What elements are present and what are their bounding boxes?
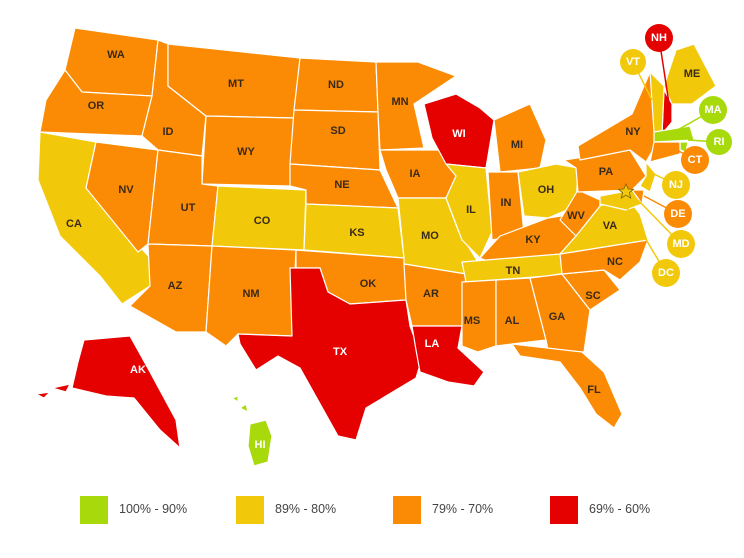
state-label-sd: SD <box>330 125 345 137</box>
state-label-wv: WV <box>567 210 585 222</box>
state-wi <box>423 93 495 169</box>
legend-swatch <box>393 496 421 524</box>
callout-label-ri: RI <box>714 136 725 148</box>
state-ct <box>649 141 681 163</box>
callout-label-nj: NJ <box>669 179 683 191</box>
state-label-fl: FL <box>587 384 601 396</box>
state-label-tx: TX <box>333 346 348 358</box>
legend-label: 69% - 60% <box>589 502 651 516</box>
state-label-in: IN <box>501 197 512 209</box>
state-label-ak: AK <box>130 364 146 376</box>
state-label-ny: NY <box>625 126 641 138</box>
legend: 100% - 90% 89% - 80% 79% - 70% 69% - 60% <box>0 492 744 528</box>
callout-label-dc: DC <box>658 267 674 279</box>
state-label-nv: NV <box>118 184 134 196</box>
legend-label: 100% - 90% <box>119 502 188 516</box>
state-label-id: ID <box>163 126 174 138</box>
legend-label: 79% - 70% <box>432 502 494 516</box>
state-label-az: AZ <box>168 280 183 292</box>
state-label-ok: OK <box>360 278 377 290</box>
callout-circle-md <box>667 230 695 258</box>
state-label-wy: WY <box>237 146 255 158</box>
state-label-la: LA <box>425 338 440 350</box>
state-label-mi: MI <box>511 139 523 151</box>
callout-circle-ri <box>706 129 732 155</box>
callout-label-de: DE <box>670 208 685 220</box>
state-hi-fragment <box>239 403 249 413</box>
state-label-me: ME <box>684 68 701 80</box>
legend-swatch <box>236 496 264 524</box>
legend-swatch <box>80 496 108 524</box>
states-layer <box>35 27 717 467</box>
legend-swatch <box>550 496 578 524</box>
state-label-wa: WA <box>107 49 125 61</box>
state-label-nd: ND <box>328 79 344 91</box>
state-mi <box>493 103 547 173</box>
callout-circle-nj <box>662 171 690 199</box>
state-ak <box>71 335 181 449</box>
state-labels-layer: WA OR CA NV ID MT WY UT AZ CO NM ND SD NE KS OK TX MN IA MO… <box>66 49 700 451</box>
state-label-ga: GA <box>549 311 566 323</box>
state-label-ca: CA <box>66 218 82 230</box>
state-label-ar: AR <box>423 288 439 300</box>
state-label-ks: KS <box>349 227 364 239</box>
state-label-mo: MO <box>421 230 439 242</box>
state-label-pa: PA <box>599 166 614 178</box>
state-label-or: OR <box>88 100 105 112</box>
state-label-co: CO <box>254 215 271 227</box>
state-mn <box>375 61 457 151</box>
state-label-ne: NE <box>334 179 349 191</box>
callout-label-nh: NH <box>651 32 667 44</box>
state-nv <box>85 141 159 253</box>
callout-circle-de <box>664 200 692 228</box>
state-vt <box>649 71 665 135</box>
state-la <box>411 325 485 387</box>
state-sd <box>289 109 381 171</box>
state-label-tn: TN <box>506 265 521 277</box>
state-ms <box>461 279 497 353</box>
state-tx <box>237 267 423 441</box>
state-label-hi: HI <box>255 439 266 451</box>
state-label-al: AL <box>505 315 520 327</box>
state-label-nm: NM <box>242 288 259 300</box>
star-icon <box>617 183 635 199</box>
state-label-ms: MS <box>464 315 481 327</box>
callout-circle-nh <box>645 24 673 52</box>
state-label-mt: MT <box>228 78 244 90</box>
state-label-ia: IA <box>410 168 421 180</box>
state-nj <box>639 161 657 193</box>
state-hi-fragment <box>231 395 239 403</box>
state-label-mn: MN <box>391 96 408 108</box>
state-al <box>495 277 547 347</box>
callout-label-ct: CT <box>688 154 703 166</box>
callout-circle-dc <box>652 259 680 287</box>
callouts-layer: NH VT MA RI CT NJ DE MD DC <box>620 24 732 287</box>
callout-circle-vt <box>620 49 646 75</box>
state-label-va: VA <box>603 220 618 232</box>
state-label-nc: NC <box>607 256 623 268</box>
state-label-ky: KY <box>525 234 541 246</box>
state-wa <box>64 27 159 97</box>
callout-label-ma: MA <box>704 104 721 116</box>
state-ak-fragment <box>51 383 71 393</box>
legend-label: 89% - 80% <box>275 502 337 516</box>
callout-label-vt: VT <box>626 56 640 68</box>
state-label-wi: WI <box>452 128 465 140</box>
state-label-il: IL <box>466 204 476 216</box>
state-hi <box>247 419 273 467</box>
state-fl <box>511 343 623 429</box>
state-label-oh: OH <box>538 184 555 196</box>
us-states-map: NH VT MA RI CT NJ DE MD DC WA OR CA NV ID MT WY UT AZ CO N… <box>35 24 732 467</box>
callout-label-md: MD <box>672 238 689 250</box>
state-ak-fragment <box>35 391 51 399</box>
callout-circle-ct <box>681 146 709 174</box>
state-label-ut: UT <box>181 202 196 214</box>
state-label-sc: SC <box>585 290 600 302</box>
callout-circle-ma <box>699 96 727 124</box>
state-il <box>445 163 493 259</box>
